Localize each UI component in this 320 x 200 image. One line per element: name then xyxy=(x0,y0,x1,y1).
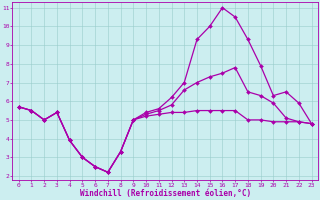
X-axis label: Windchill (Refroidissement éolien,°C): Windchill (Refroidissement éolien,°C) xyxy=(80,189,251,198)
